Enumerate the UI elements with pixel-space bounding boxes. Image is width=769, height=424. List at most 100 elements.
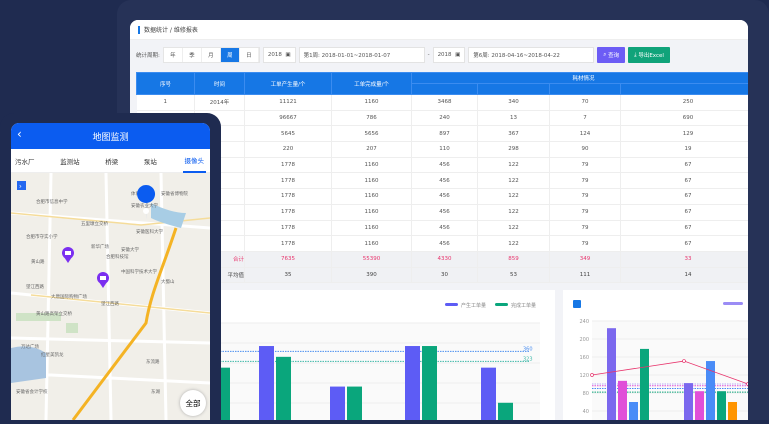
- tab-bridge[interactable]: 桥梁: [105, 157, 119, 166]
- bar: [276, 356, 291, 420]
- tab-monitor-station[interactable]: 监测站: [60, 157, 80, 166]
- line-point: [590, 373, 594, 377]
- table-cell: 124: [549, 125, 621, 143]
- table-row: 1778 1160 456 122 79 67: [136, 235, 748, 252]
- filter-toolbar: 统计周期: 年 季 月 周 日 2018 ▣ 第1周: 2018-01-01~2…: [130, 40, 748, 70]
- chart-icon: [573, 300, 581, 308]
- table-cell: 111: [549, 267, 621, 284]
- table-cell: 859: [477, 251, 550, 268]
- query-button[interactable]: ⌕ 查询: [597, 47, 626, 63]
- end-week-select[interactable]: 第6周: 2018-04-16~2018-04-22: [468, 47, 595, 63]
- table-cell: 122: [477, 220, 550, 237]
- map-label: 黄山路高架立交桥: [36, 310, 72, 317]
- bar: [695, 391, 704, 420]
- table-cell: 79: [549, 204, 621, 221]
- table-row: 1778 1160 456 122 79 67: [136, 157, 748, 174]
- table-cell: 1778: [244, 172, 332, 190]
- search-icon: ⌕: [603, 51, 609, 58]
- col-header: 时间: [194, 72, 245, 95]
- table-cell: 298: [477, 141, 550, 158]
- map-view[interactable]: › 体育馆安徽省博物院合肥市信息中学安徽农业大学五里墩立交桥安徽医科大学合肥市守…: [11, 172, 210, 420]
- col-header: 工单完成量/个: [331, 72, 412, 95]
- map-label: 望江西路: [26, 283, 44, 290]
- table-cell: 67: [620, 220, 748, 237]
- table-cell: 35: [244, 267, 332, 284]
- export-button[interactable]: ⤓ 导出Excel: [628, 47, 670, 63]
- table-cell: 79: [549, 172, 621, 190]
- bar: [347, 386, 362, 420]
- sub-header: [549, 83, 621, 95]
- table-cell: 1778: [244, 204, 332, 221]
- tab-pump-station[interactable]: 泵站: [143, 157, 157, 166]
- period-day[interactable]: 日: [240, 48, 259, 62]
- table-cell: 90: [549, 141, 621, 158]
- camera-pin-icon: [62, 247, 74, 263]
- col-header: 工单产生量/个: [244, 72, 332, 95]
- tab-sewage-plant[interactable]: 污水厂: [15, 157, 35, 166]
- legend-swatch: [495, 303, 508, 306]
- table-cell: 129: [620, 125, 748, 143]
- map-canvas[interactable]: › 体育馆安徽省博物院合肥市信息中学安徽农业大学五里墩立交桥安徽医科大学合肥市守…: [11, 172, 210, 420]
- table-cell: 1160: [331, 188, 412, 205]
- table-cell: 1778: [244, 235, 332, 252]
- tab-camera[interactable]: 摄像头: [182, 149, 206, 173]
- y-tick-label: 80: [583, 391, 589, 397]
- period-month[interactable]: 月: [202, 48, 221, 62]
- map-label: 合肥市信息中学: [36, 198, 68, 205]
- bar: [330, 386, 345, 420]
- table-row: 1778 1160 456 122 79 67: [136, 172, 748, 190]
- sub-header: [411, 83, 478, 95]
- table-cell: 250: [620, 94, 748, 111]
- period-year[interactable]: 年: [164, 48, 183, 62]
- table-cell: 53: [477, 267, 550, 284]
- end-year-input[interactable]: 2018 ▣: [432, 47, 466, 63]
- table-cell: 456: [411, 157, 478, 174]
- location-pin-icon: [137, 185, 156, 222]
- table-cell: 14: [620, 267, 748, 284]
- map-label: 万达广场: [21, 343, 39, 350]
- calendar-icon: ▣: [285, 52, 291, 58]
- table-row: 1 2014年 11121 1160 3468 340 70 250: [136, 94, 748, 111]
- map-label: 安徽医科大学: [136, 228, 163, 235]
- table-cell: 456: [411, 172, 478, 190]
- workorder-chart-panel: 产生工单量 完成工单量 360 323: [210, 290, 555, 420]
- table-cell: 79: [549, 157, 621, 174]
- map-label: 安徽省博物院: [161, 190, 188, 197]
- period-quarter[interactable]: 季: [183, 48, 202, 62]
- bar: [717, 391, 726, 420]
- table-cell: 67: [620, 188, 748, 205]
- start-year-input[interactable]: 2018 ▣: [262, 47, 296, 63]
- map-label: 黄山路: [31, 258, 45, 265]
- bar: [728, 402, 737, 420]
- period-week[interactable]: 周: [220, 48, 240, 62]
- table-cell: 1160: [331, 220, 412, 237]
- table-cell: 456: [411, 188, 478, 205]
- sum-row: 合计 7635 55390 4330 859 349 33: [136, 251, 748, 268]
- period-selector: 年 季 月 周 日: [162, 47, 260, 63]
- sub-header: [477, 83, 550, 95]
- map-label: 大唐国际购物广场: [51, 293, 87, 300]
- map-label: 红星美凯龙: [41, 351, 64, 358]
- table-cell: 1160: [331, 235, 412, 252]
- y-tick-label: 40: [583, 409, 589, 415]
- legend-swatch: [723, 302, 743, 305]
- table-cell: 110: [411, 141, 478, 158]
- bar: [481, 367, 496, 420]
- table-cell: 122: [477, 235, 550, 252]
- map-label: 大蜀山: [161, 278, 175, 285]
- back-icon[interactable]: ‹: [17, 127, 22, 141]
- line-point: [682, 359, 686, 363]
- table-cell: 67: [620, 157, 748, 174]
- col-header: 序号: [136, 72, 195, 95]
- svg-text:›: ›: [19, 183, 22, 191]
- start-week-select[interactable]: 第1周: 2018-01-01~2018-01-07: [298, 47, 425, 63]
- table-cell: 3468: [411, 94, 478, 111]
- range-separator: -: [427, 52, 430, 58]
- col-group-header: 耗材情况: [411, 72, 748, 84]
- show-all-button[interactable]: 全部: [180, 390, 206, 416]
- table-cell: 897: [411, 125, 478, 143]
- table-cell: 220: [244, 141, 332, 158]
- table-cell: 122: [477, 204, 550, 221]
- table-cell: 1160: [331, 157, 412, 174]
- camera-pin-icon: [97, 272, 109, 288]
